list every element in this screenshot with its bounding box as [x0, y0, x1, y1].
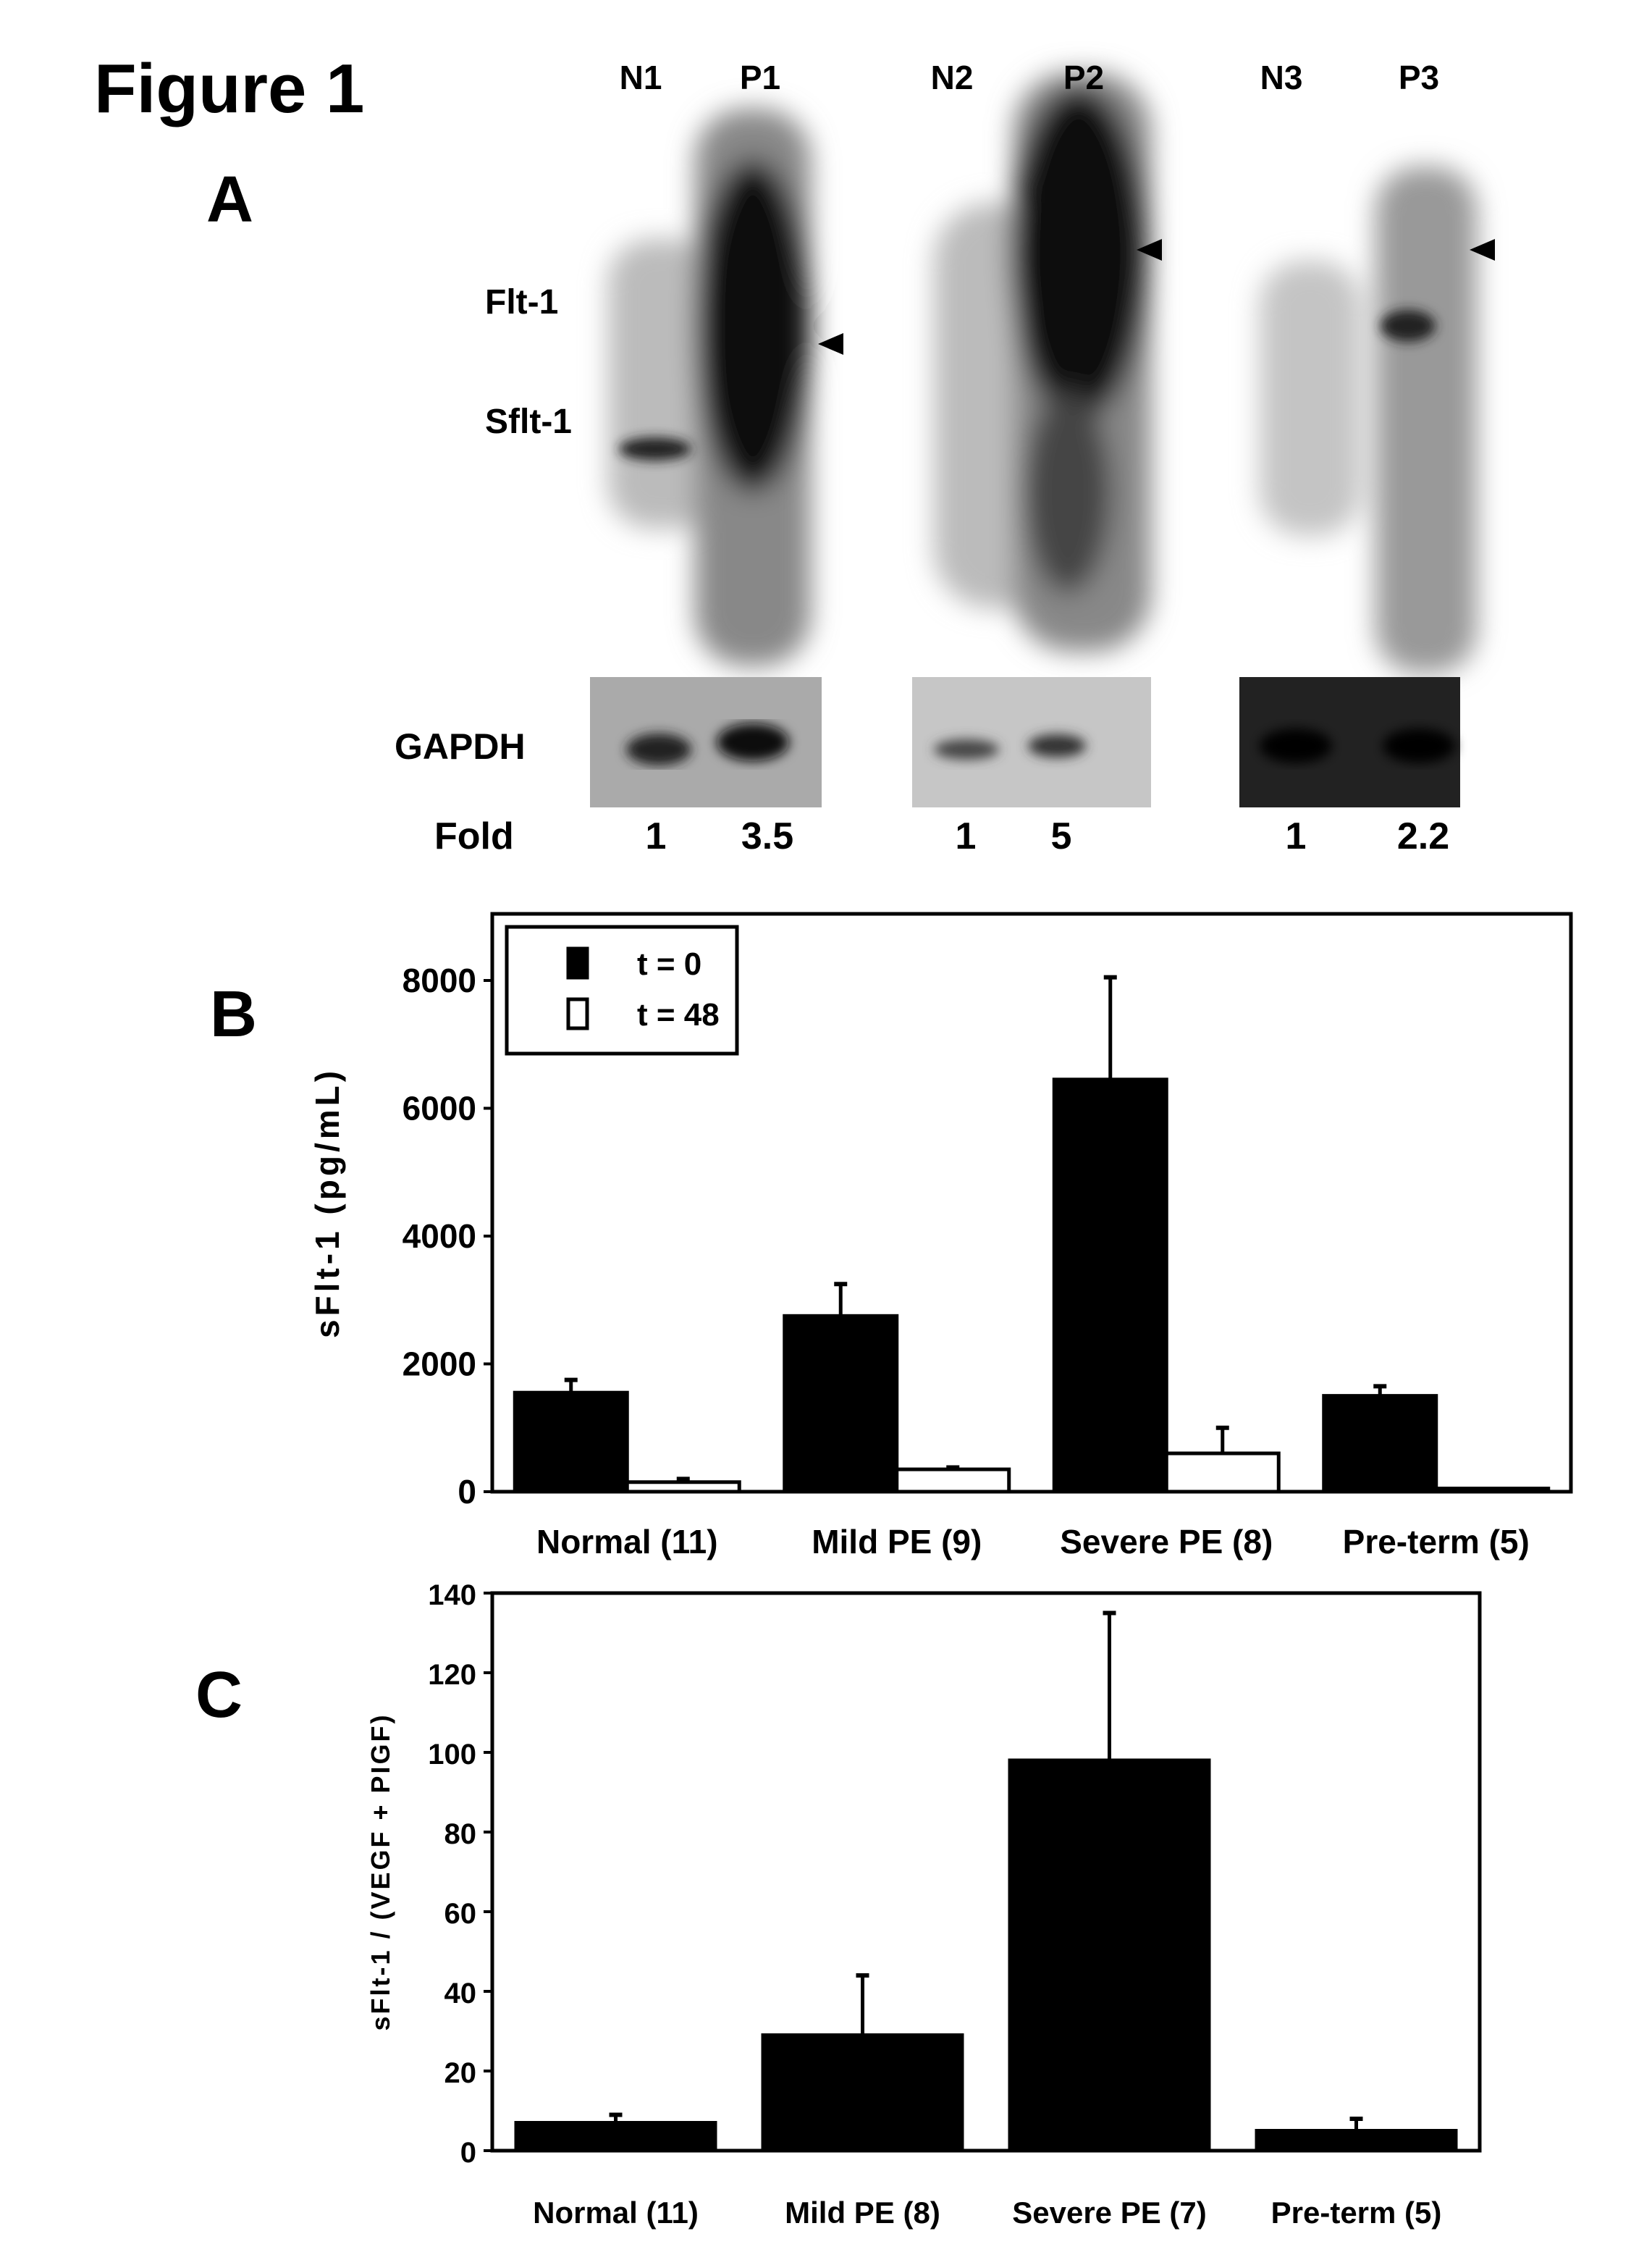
y-tick-label: 8000	[403, 962, 476, 999]
x-tick-label: Severe PE (7)	[1012, 2196, 1207, 2230]
x-tick-label: Normal (11)	[533, 2196, 699, 2230]
bar	[763, 2036, 962, 2151]
bar	[785, 1316, 897, 1492]
y-tick-label: 6000	[403, 1090, 476, 1127]
bar	[515, 1392, 627, 1492]
y-axis-label: sFlt-1 (pg/mL)	[308, 1067, 346, 1338]
bar	[627, 1482, 739, 1492]
x-tick-label: Normal (11)	[536, 1523, 718, 1560]
y-tick-label: 80	[444, 1818, 477, 1850]
bar	[516, 2123, 715, 2151]
x-tick-label: Pre-term (5)	[1271, 2196, 1442, 2230]
x-tick-label: Mild PE (9)	[812, 1523, 982, 1560]
bar	[1166, 1453, 1278, 1492]
y-tick-label: 140	[428, 1579, 476, 1611]
legend-swatch	[568, 949, 587, 978]
bar-charts: 0 2000 4000 6000 8000 sFlt-1 (pg/mL) Normal (1…	[0, 0, 1652, 2260]
bar	[897, 1469, 1009, 1492]
y-tick-label: 60	[444, 1898, 477, 1930]
y-tick-label: 4000	[403, 1217, 476, 1255]
bar	[1054, 1080, 1166, 1492]
bar	[1010, 1760, 1209, 2151]
y-tick-label: 100	[428, 1739, 476, 1770]
y-tick-label: 2000	[403, 1345, 476, 1383]
y-tick-label: 0	[458, 1473, 476, 1511]
x-tick-label: Pre-term (5)	[1343, 1523, 1530, 1560]
legend-box	[507, 927, 737, 1054]
y-axis-label: sFlt-1 / (VEGF + PIGF)	[366, 1713, 395, 2030]
x-tick-label: Mild PE (8)	[785, 2196, 940, 2230]
legend-swatch	[568, 999, 587, 1028]
y-tick-label: 20	[444, 2057, 477, 2089]
bar	[1257, 2131, 1456, 2151]
bar	[1436, 1489, 1548, 1492]
y-tick-label: 40	[444, 1978, 477, 2009]
bar	[1324, 1396, 1436, 1492]
plot-frame	[492, 1593, 1480, 2151]
legend-label: t = 48	[637, 997, 720, 1033]
x-tick-label: Severe PE (8)	[1060, 1523, 1273, 1560]
y-tick-label: 0	[460, 2137, 476, 2169]
legend-label: t = 0	[637, 946, 701, 982]
y-tick-label: 120	[428, 1659, 476, 1691]
